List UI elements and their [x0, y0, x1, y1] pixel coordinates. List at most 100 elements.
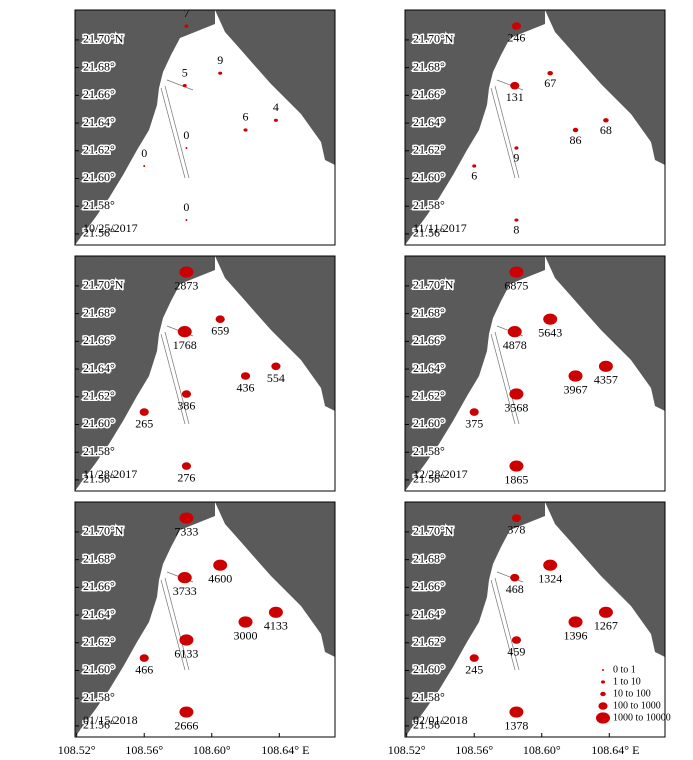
panel-border: [404, 501, 666, 738]
lat-tick-label: 21.68°: [413, 59, 445, 73]
station-value: 4600: [208, 572, 232, 586]
station-value: 7333: [174, 524, 198, 538]
lat-tick-label: 21.68°: [83, 305, 115, 319]
legend-marker: [600, 691, 606, 697]
station-value: 0: [183, 128, 189, 142]
station-value: 4133: [264, 619, 288, 633]
station-marker: [177, 326, 192, 338]
map-panel: 21.70°N 21.68° 21.66° 21.64° 21.62° 21.60° 21.…: [404, 9, 666, 246]
station-marker: [240, 372, 251, 380]
station-value: 246: [507, 31, 525, 45]
station-marker: [243, 128, 248, 132]
lat-tick-label: 21.58°: [413, 690, 445, 704]
lat-tick-label: 21.56°: [413, 472, 445, 486]
panel-date: 12/28/2017: [413, 467, 468, 481]
lat-tick-label: 21.62°: [83, 635, 115, 649]
station-marker: [543, 313, 558, 325]
panel-date: 11/11/2017: [413, 221, 467, 235]
lat-tick-label: 21.68°: [83, 551, 115, 565]
lat-tick-label: 21.66°: [83, 87, 115, 101]
station-value: 245: [465, 663, 483, 677]
station-marker: [469, 654, 479, 662]
channel: [490, 571, 524, 671]
legend-marker: [598, 702, 608, 710]
lat-tick-label: 21.62°: [413, 389, 445, 403]
station-value: 6: [243, 110, 249, 124]
station-value: 1396: [564, 628, 588, 642]
station-value: 386: [177, 399, 195, 413]
station-marker: [598, 606, 613, 618]
station-value: 0: [141, 146, 147, 160]
lat-tick-label: 21.68°: [413, 551, 445, 565]
lon-tick-label: 108.64° E: [591, 743, 639, 755]
lat-tick-label: 21.58°: [413, 198, 445, 212]
station-marker: [139, 408, 149, 416]
panel-date: 10/25/2017: [83, 221, 138, 235]
station-marker: [543, 559, 558, 571]
station-marker: [181, 462, 192, 470]
lat-tick-label: 21.70°N: [413, 32, 454, 46]
lat-tick-label: 21.56°: [83, 226, 115, 240]
station-marker: [139, 654, 149, 662]
station-value: 9: [217, 53, 223, 67]
station-marker: [547, 70, 553, 76]
lat-tick-label: 21.64°: [83, 607, 115, 621]
station-marker: [184, 24, 189, 28]
legend-label: 0 to 1: [613, 664, 636, 675]
lat-tick-label: 21.64°: [83, 115, 115, 129]
station-marker: [238, 616, 253, 628]
station-value: 378: [507, 523, 525, 537]
lat-tick-label: 21.70°N: [83, 32, 124, 46]
station-marker: [143, 165, 146, 168]
legend-marker: [596, 712, 610, 724]
legend-label: 10 to 100: [613, 688, 651, 699]
lat-tick-label: 21.56°: [413, 718, 445, 732]
station-value: 3967: [564, 382, 588, 396]
lat-tick-label: 21.56°: [413, 226, 445, 240]
lon-tick-label: 108.64° E: [261, 743, 309, 755]
lat-tick-label: 21.60°: [413, 170, 445, 184]
lat-tick-label: 21.64°: [413, 115, 445, 129]
station-value: 0: [183, 200, 189, 214]
station-marker: [510, 573, 520, 582]
panel-border: [74, 255, 336, 492]
station-marker: [510, 81, 520, 90]
station-value: 6: [471, 168, 477, 182]
panel-border: [74, 501, 336, 738]
station-value: 2873: [174, 278, 198, 292]
lat-tick-label: 21.66°: [83, 333, 115, 347]
station-value: 68: [600, 123, 612, 137]
station-marker: [572, 127, 579, 133]
panel-border: [404, 9, 666, 246]
station-marker: [179, 266, 194, 278]
station-marker: [185, 219, 188, 222]
station-value: 1768: [173, 338, 197, 352]
lat-tick-label: 21.70°N: [83, 524, 124, 538]
lat-tick-label: 21.62°: [413, 635, 445, 649]
station-value: 265: [135, 417, 153, 431]
station-value: 1267: [594, 619, 618, 633]
station-value: 5: [182, 65, 188, 79]
station-marker: [469, 408, 479, 416]
station-marker: [509, 706, 524, 718]
panel-border: [74, 9, 336, 246]
lat-tick-label: 21.62°: [83, 389, 115, 403]
lat-tick-label: 21.60°: [413, 416, 445, 430]
lat-tick-label: 21.66°: [83, 579, 115, 593]
station-marker: [514, 218, 519, 222]
lat-tick-label: 21.70°N: [413, 278, 454, 292]
station-marker: [218, 71, 223, 75]
station-value: 8: [513, 222, 519, 236]
station-marker: [568, 370, 583, 382]
station-marker: [273, 118, 278, 122]
station-value: 3000: [234, 628, 258, 642]
panel-date: 02/01/2018: [413, 713, 468, 727]
station-marker: [509, 388, 524, 400]
station-value: 4878: [503, 338, 527, 352]
lat-tick-label: 21.58°: [83, 198, 115, 212]
station-marker: [511, 636, 522, 644]
station-value: 3733: [173, 584, 197, 598]
station-value: 466: [135, 663, 153, 677]
station-marker: [182, 84, 187, 88]
